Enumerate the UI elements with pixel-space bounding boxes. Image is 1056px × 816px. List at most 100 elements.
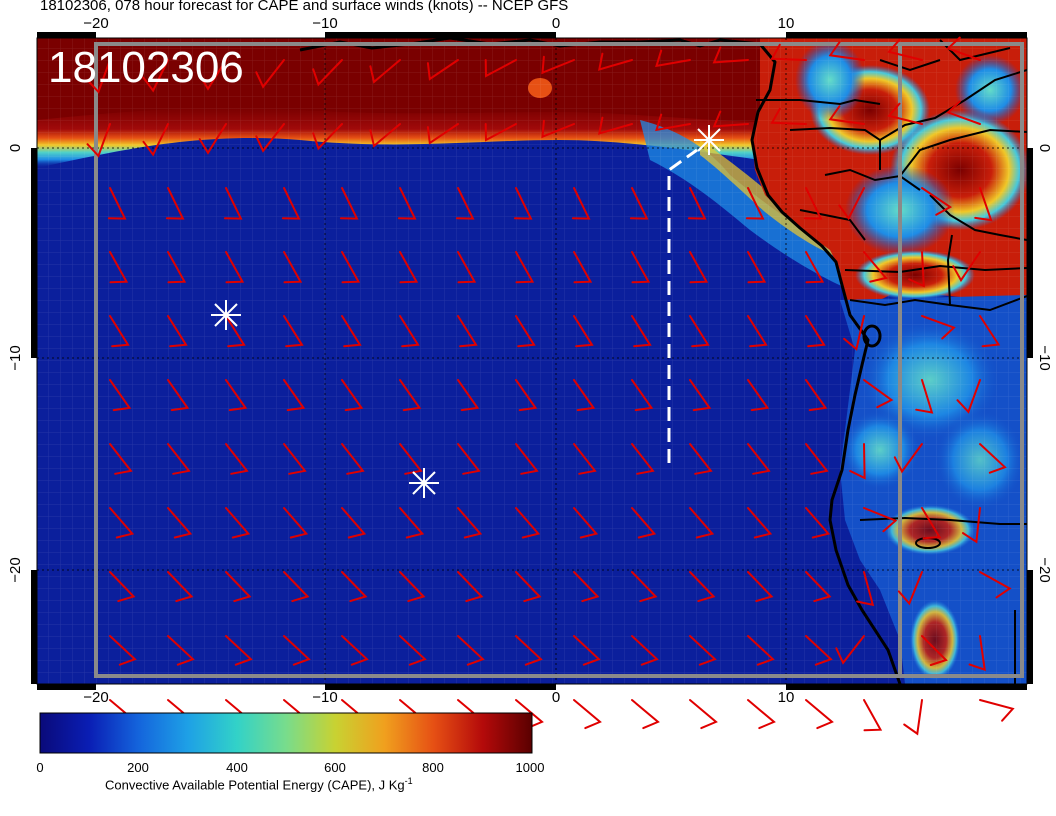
x-tick-top: −20 [83,15,108,32]
wind-barb [689,443,713,475]
wind-barb [399,251,419,284]
colorbar [39,712,533,754]
wind-barb [946,100,981,125]
wind-barb [805,571,832,603]
wind-barb [167,379,190,412]
wind-barb [747,635,775,666]
wind-barb [805,379,828,412]
wind-barb [946,36,981,61]
wind-barb [887,102,923,125]
x-tick-bottom: −10 [312,689,337,706]
wind-barb [805,315,826,348]
wind-barb [167,251,187,284]
wind-barb [687,187,707,220]
cape-field [37,38,1027,684]
asterisk-marker [694,125,724,155]
colorbar-tick: 0 [36,760,44,775]
wind-barb [573,251,593,284]
wind-barb [805,443,829,475]
wind-barb [484,59,517,78]
wind-barb [167,635,195,666]
wind-barb [921,507,942,540]
wind-barb [165,187,185,220]
wind-barb [107,187,127,220]
wind-barb [863,699,883,732]
wind-barb [457,251,477,284]
wind-barb [399,315,420,348]
wind-barb [631,443,655,475]
wind-barb [747,443,771,475]
wind-barb [835,635,865,665]
wind-barb [397,187,417,220]
track-line [667,148,698,463]
wind-barb [863,507,898,533]
wind-barb [655,113,691,132]
wind-barb [484,123,517,142]
wind-barb [805,635,833,666]
wind-barb [513,187,533,220]
wind-barb [399,507,425,539]
wind-barb [198,59,227,91]
wind-barb [573,315,594,348]
colorbar-tick: 1000 [515,760,545,775]
wind-barb [655,49,691,68]
wind-barb [109,251,129,284]
x-tick-bottom: 10 [778,689,795,706]
wind-barb [225,251,245,284]
wind-barb [962,507,981,544]
wind-barb [979,571,1012,599]
wind-barb [167,315,188,348]
wind-barb [541,119,575,139]
wind-barb [515,635,543,666]
y-tick-right: −10 [1036,345,1053,370]
wind-barb [689,379,712,412]
wind-barb [142,59,169,93]
wind-barb [631,315,652,348]
wind-barb [86,123,111,158]
wind-barb [283,571,310,603]
wind-barb [369,123,401,148]
wind-barb [515,251,535,284]
wind-barb [341,635,369,666]
y-tick-right: −20 [1036,557,1053,582]
wind-barb [629,187,649,220]
colorbar-tick: 200 [127,760,149,775]
x-tick-bottom: 0 [552,689,560,706]
x-tick-top: −10 [312,15,337,32]
colorbar-tick: 600 [324,760,346,775]
wind-barb [283,379,306,412]
asterisk-marker [409,468,439,498]
wind-barb [283,507,309,539]
wind-barb [225,443,249,475]
wind-barb [828,105,865,125]
wind-barb [631,251,651,284]
wind-barb [255,123,285,153]
colorbar-tick: 800 [422,760,444,775]
wind-barb [921,315,956,340]
wind-barb [956,379,981,414]
wind-barb [399,635,427,666]
wind-barb [770,43,807,61]
wind-barb [167,507,193,539]
wind-barb [457,443,481,475]
wind-barb [573,379,596,412]
wind-barb [457,379,480,412]
wind-barb [312,123,343,151]
wind-barb [915,379,934,414]
wind-barb [598,116,633,135]
wind-barb [255,59,285,89]
wind-barb [339,187,359,220]
wind-barb [167,571,194,603]
asterisk-marker [211,300,241,330]
wind-barb [573,443,597,475]
wind-barb [747,315,768,348]
wind-barb [893,443,923,474]
wind-barb [573,635,601,666]
colorbar-tick: 400 [226,760,248,775]
wind-barb [747,507,773,539]
wind-barb [689,635,717,666]
colorbar-label-unit-exponent: -1 [404,776,413,786]
wind-barb [689,507,715,539]
wind-barb [225,571,252,603]
wind-barb [455,187,475,220]
